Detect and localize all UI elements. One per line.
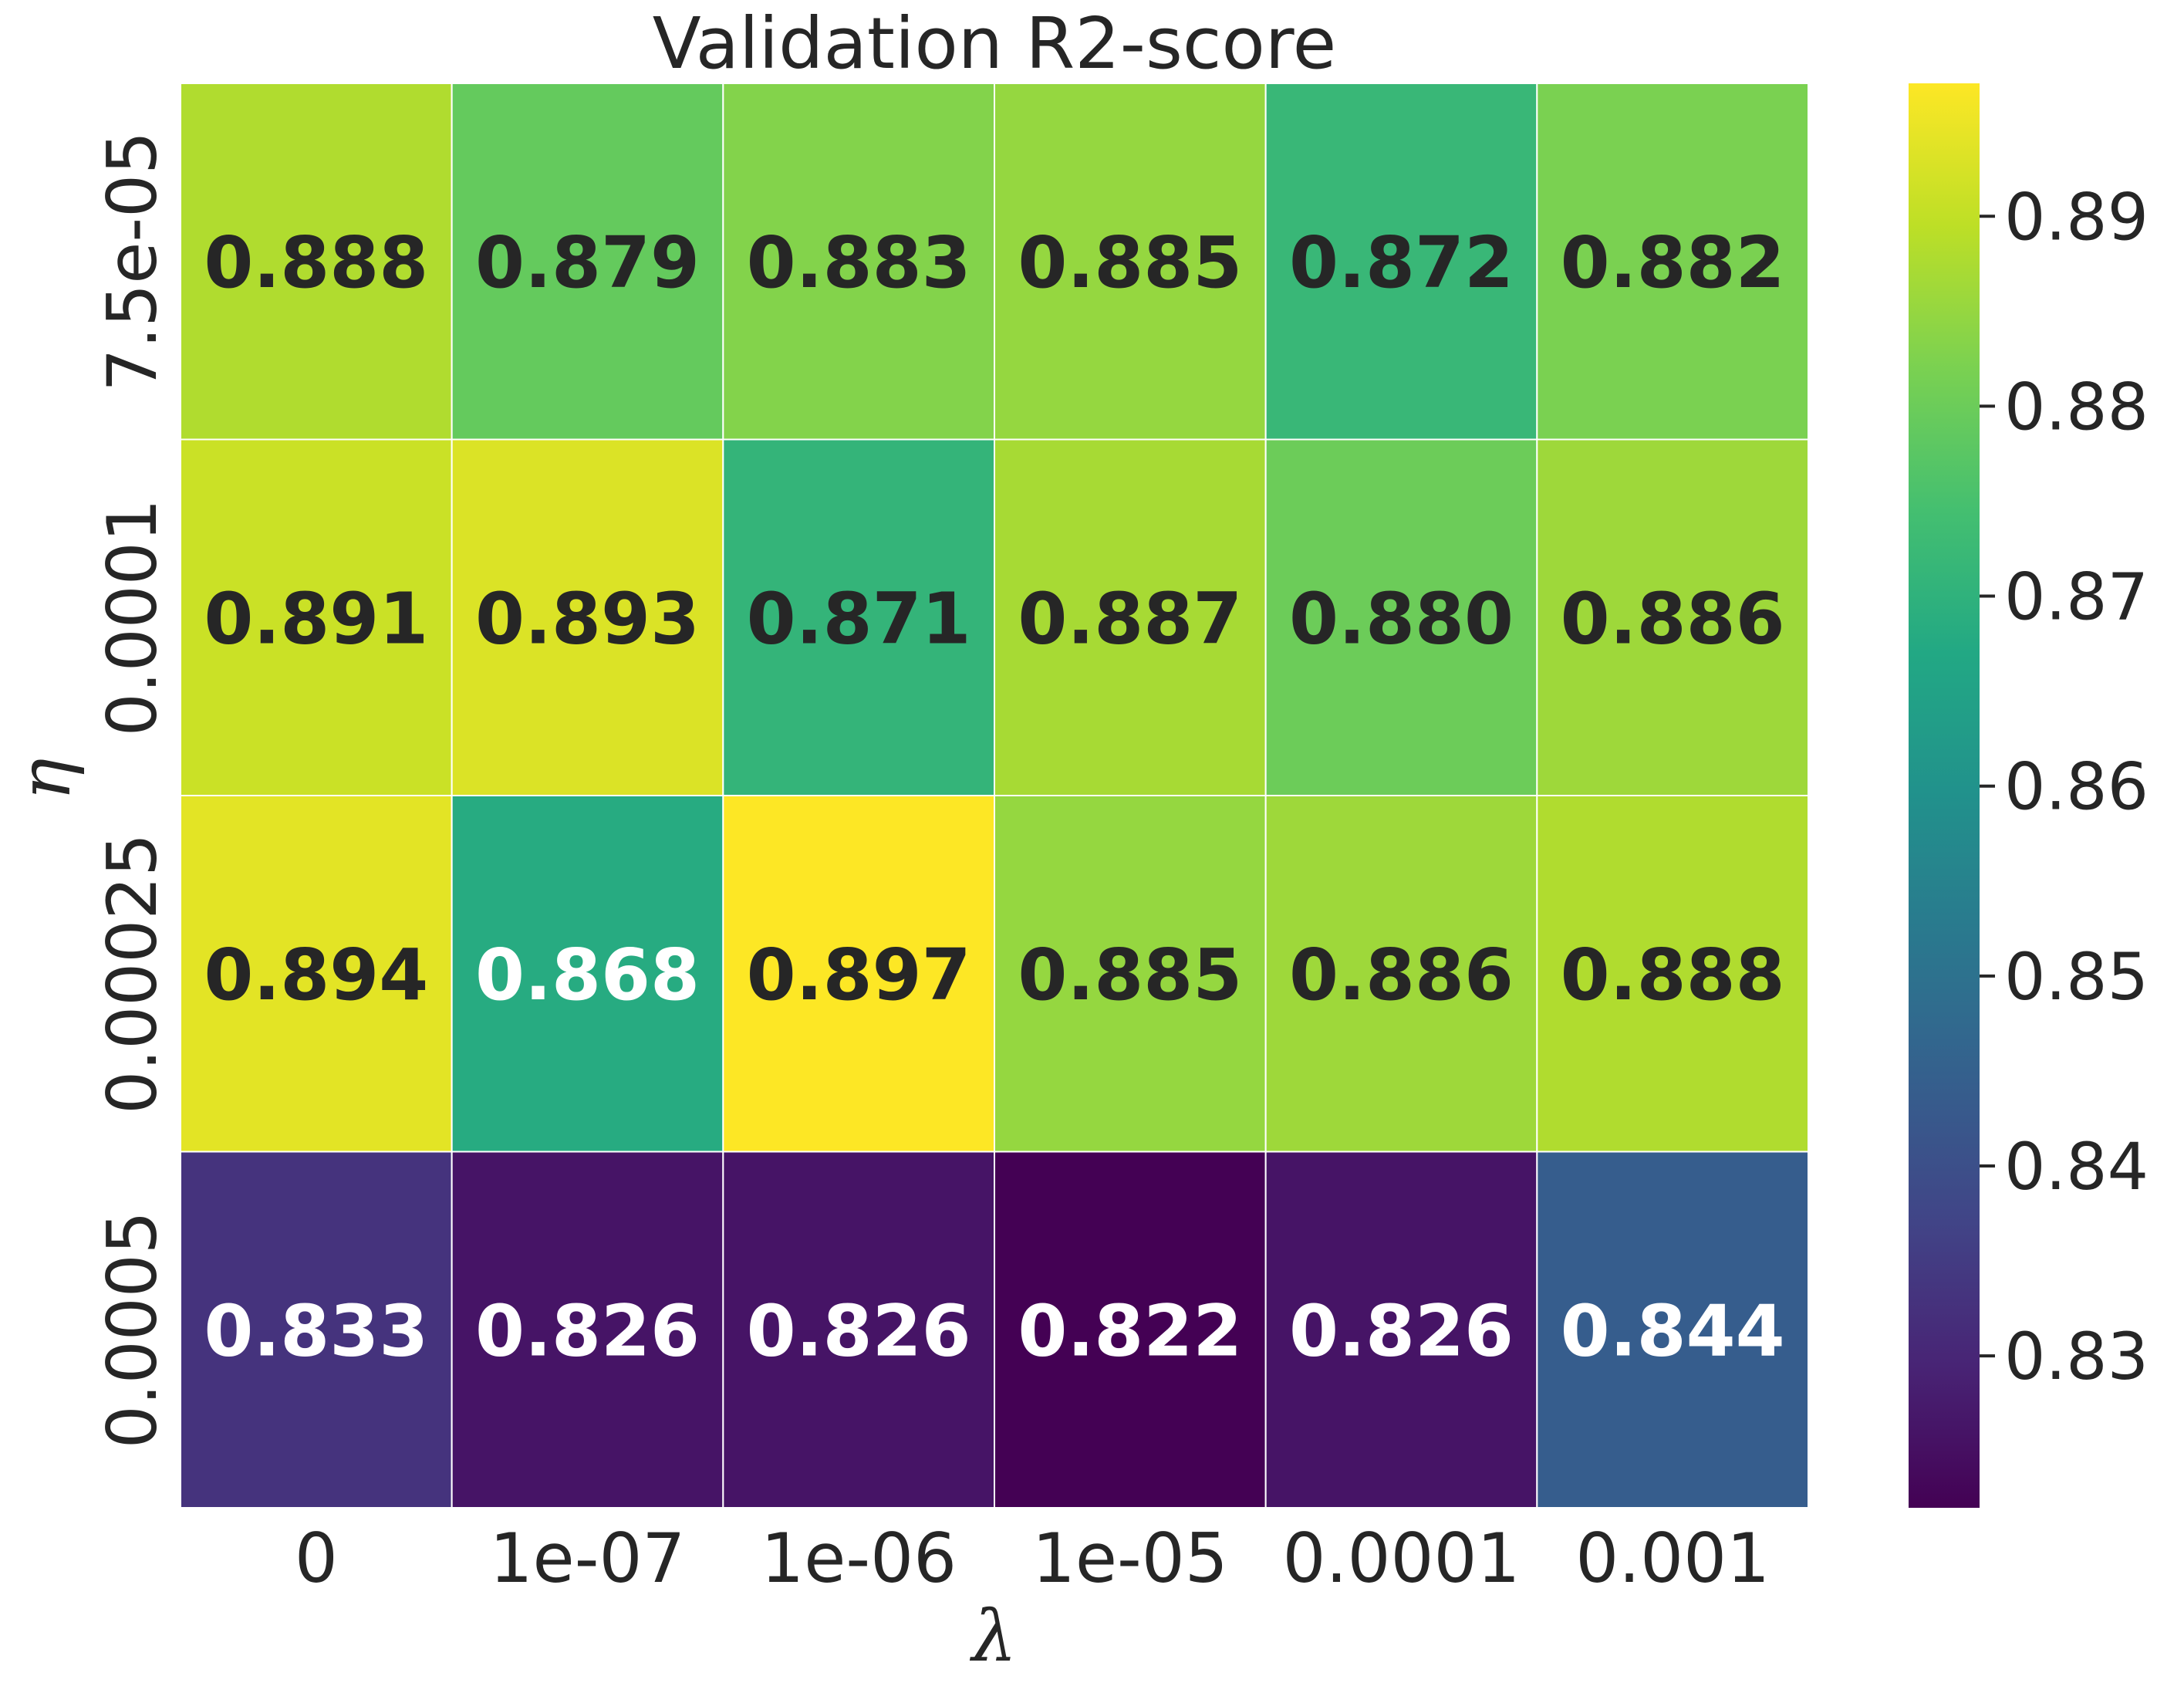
x-tick-label: 0.0001 [1283,1519,1521,1598]
cell-value-label: 0.891 [204,577,428,660]
cell-value-label: 0.885 [1018,221,1242,304]
chart-title: Validation R2-score [653,2,1336,85]
heatmap-cell [1264,795,1538,1153]
cell-value-label: 0.897 [747,934,971,1016]
heatmap-cell [994,1151,1267,1509]
heatmap-cell [994,795,1267,1153]
y-axis-label: η [4,758,86,800]
cell-value-label: 0.844 [1561,1289,1785,1372]
cell-value-label: 0.833 [204,1289,428,1372]
y-tick-label: 0.0001 [93,498,172,736]
cell-value-label: 0.822 [1018,1289,1242,1372]
cell-value-label: 0.826 [475,1289,700,1372]
cell-value-label: 0.879 [475,221,700,304]
heatmap-cell-labels: 0.888 0.879 0.883 0.885 0.872 0.882 0.891 0.893… [204,221,1784,1373]
y-tick-label: 0.00025 [93,833,172,1114]
cell-value-label: 0.826 [1289,1289,1514,1372]
heatmap-cells [180,83,1810,1509]
heatmap-cell [1536,438,1810,796]
x-tick-label: 1e-07 [490,1519,686,1598]
cell-value-label: 0.888 [204,221,428,304]
heatmap-cell [994,83,1267,441]
heatmap-cell [180,795,453,1153]
cell-value-label: 0.885 [1018,934,1242,1016]
heatmap-cell [180,1151,453,1509]
cell-value-label: 0.868 [475,934,700,1016]
cell-value-label: 0.894 [204,934,428,1016]
colorbar-tick-label: 0.83 [2004,1319,2149,1394]
colorbar-gradient [1909,83,1980,1508]
cell-value-label: 0.871 [747,577,971,660]
y-tick-label: 0.0005 [93,1211,172,1448]
heatmap-cell [1536,795,1810,1153]
y-axis-ticks: 7.5e-05 0.0001 0.00025 0.0005 [93,131,172,1448]
heatmap-cell [1264,83,1538,441]
cell-value-label: 0.883 [747,221,971,304]
x-tick-label: 0 [295,1519,338,1598]
cell-value-label: 0.880 [1289,577,1514,660]
colorbar-tick-label: 0.89 [2004,179,2149,255]
colorbar: 0.83 0.84 0.85 0.86 0.87 0.88 0.89 [1909,83,2149,1508]
cell-value-label: 0.826 [747,1289,971,1372]
cell-value-label: 0.887 [1018,577,1242,660]
colorbar-tick-label: 0.88 [2004,369,2149,444]
x-tick-label: 0.001 [1575,1519,1770,1598]
heatmap-cell [180,83,453,441]
heatmap-cell [994,438,1267,796]
colorbar-tick-label: 0.86 [2004,749,2149,825]
colorbar-tick-label: 0.85 [2004,939,2149,1015]
x-axis-ticks: 0 1e-07 1e-06 1e-05 0.0001 0.001 [295,1519,1770,1598]
cell-value-label: 0.888 [1561,934,1785,1016]
heatmap-cell [722,83,995,441]
x-tick-label: 1e-05 [1032,1519,1228,1598]
cell-value-label: 0.886 [1561,577,1785,660]
heatmap-cell [1536,83,1810,441]
heatmap-cell [180,438,453,796]
y-tick-label: 7.5e-05 [93,131,172,392]
heatmap-cell [722,1151,995,1509]
heatmap-cell [722,795,995,1153]
colorbar-tick-label: 0.87 [2004,559,2149,635]
x-tick-label: 1e-06 [761,1519,957,1598]
heatmap-cell [451,438,724,796]
x-axis-label: λ [969,1595,1017,1678]
cell-value-label: 0.893 [475,577,700,660]
cell-value-label: 0.872 [1289,221,1514,304]
colorbar-tick-label: 0.84 [2004,1129,2149,1205]
cell-value-label: 0.882 [1561,221,1785,304]
heatmap-cell [1536,1151,1810,1509]
heatmap-cell [451,795,724,1153]
heatmap-cell [451,1151,724,1509]
heatmap-cell [451,83,724,441]
heatmap-cell [1264,1151,1538,1509]
cell-value-label: 0.886 [1289,934,1514,1016]
